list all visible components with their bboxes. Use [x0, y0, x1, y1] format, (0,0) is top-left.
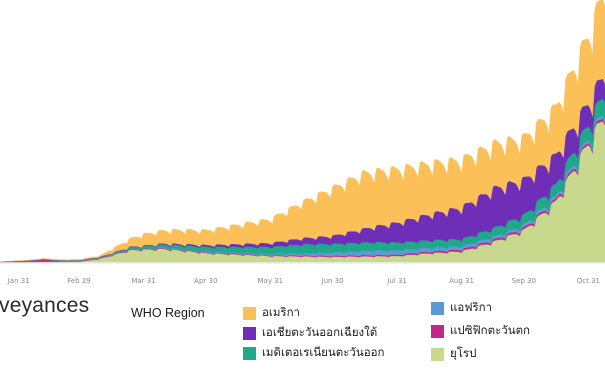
x-tick-label: Apr 30 [194, 277, 217, 285]
x-tick-label: Oct 31 [577, 277, 600, 285]
x-tick-label: May 31 [257, 277, 283, 285]
legend-item-americas[interactable]: อเมริกา [243, 305, 300, 321]
legend-swatch-americas [243, 306, 256, 320]
x-tick-label: Mar 31 [131, 277, 155, 285]
legend-item-europe[interactable]: ยุโรป [431, 346, 476, 362]
legend-label-south-east-asia: เอเชียตะวันออกเฉียงใต้ [262, 325, 378, 339]
legend-item-south-east-asia[interactable]: เอเชียตะวันออกเฉียงใต้ [243, 325, 377, 341]
legend-label-americas: อเมริกา [262, 305, 301, 319]
legend-item-eastern-mediterranean[interactable]: เมดิเตอเรเนียนตะวันออก [243, 345, 385, 361]
legend-swatch-eastern-mediterranean [243, 346, 256, 360]
legend-label-eastern-mediterranean: เมดิเตอเรเนียนตะวันออก [262, 345, 385, 359]
legend-swatch-western-pacific [431, 324, 444, 338]
x-tick-label: Sep 30 [512, 277, 536, 285]
x-tick-label: Jul 31 [386, 277, 407, 285]
x-tick-label: Aug 31 [449, 277, 474, 285]
legend-item-western-pacific[interactable]: แปซิฟิกตะวันตก [431, 323, 530, 339]
legend-label-africa: แอฟริกา [450, 300, 493, 314]
area-layers [0, 0, 605, 263]
legend-label-europe: ยุโรป [450, 346, 477, 360]
x-axis-ticks: Jan 31 Feb 29 Mar 31 Apr 30 May 31 Jun 30 Jul … [7, 277, 600, 285]
legend-title: WHO Region [131, 306, 205, 320]
x-tick-label: Feb 29 [67, 277, 91, 285]
x-tick-label: Jun 30 [321, 277, 344, 285]
legend-swatch-south-east-asia [243, 326, 256, 340]
legend-label-western-pacific: แปซิฟิกตะวันตก [450, 323, 531, 337]
x-tick-label: Jan 31 [7, 277, 30, 285]
legend-swatch-europe [431, 347, 444, 361]
legend-swatch-africa [431, 301, 444, 315]
cropped-page-label: veyances [0, 294, 90, 317]
legend-item-africa[interactable]: แอฟริกา [431, 300, 492, 316]
area-อเมริกา [0, 0, 605, 262]
